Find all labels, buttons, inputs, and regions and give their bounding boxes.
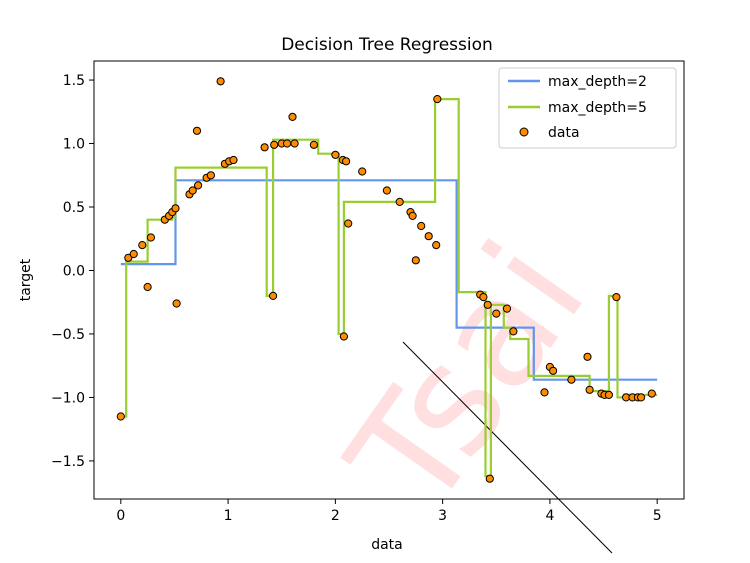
y-axis-label: target [18, 258, 34, 301]
legend-swatch-data [519, 127, 529, 137]
data-point [116, 412, 125, 421]
stray-diagonal-line [402, 341, 613, 554]
data-point [583, 352, 592, 361]
legend-label-depth5: max_depth=5 [548, 100, 647, 116]
data-point [143, 282, 152, 292]
data-point [283, 139, 292, 148]
data-point [339, 332, 348, 341]
data-point [206, 171, 215, 180]
data-point [485, 474, 494, 483]
x-tick-label: 2 [331, 508, 340, 524]
data-point [585, 385, 594, 394]
data-point [192, 126, 202, 135]
data-point [290, 139, 299, 148]
data-point [146, 233, 155, 242]
data-point [129, 249, 138, 259]
data-point [216, 77, 225, 86]
series-line-max-depth-2 [120, 179, 658, 381]
data-point [358, 167, 367, 176]
data-point [411, 256, 420, 265]
x-tick-label: 3 [438, 508, 447, 524]
data-point [382, 186, 391, 195]
data-point [492, 309, 501, 318]
data-point [288, 112, 297, 122]
data-point [171, 204, 180, 213]
data-point [344, 219, 353, 228]
data-point [567, 375, 576, 384]
data-point [549, 366, 558, 375]
data-point [502, 304, 512, 313]
data-point [612, 293, 621, 302]
data-point [637, 393, 646, 402]
y-tick-label: −1.5 [51, 454, 85, 470]
data-point [138, 241, 147, 250]
data-point [647, 389, 656, 398]
data-point [483, 300, 492, 309]
data-point [172, 299, 181, 308]
x-tick-label: 4 [545, 508, 554, 524]
axes-frame [93, 60, 685, 500]
data-point [417, 221, 426, 231]
data-point [540, 388, 549, 397]
y-axis: −1.5 −1.0 −0.5 0.0 0.5 1.0 1.5 [51, 73, 94, 470]
data-point [229, 155, 238, 165]
y-tick-label: 1.5 [63, 73, 85, 89]
data-point [408, 211, 417, 220]
x-tick-label: 0 [116, 508, 125, 524]
legend-label-data: data [548, 125, 580, 141]
legend-box [498, 67, 677, 149]
x-tick-label: 1 [224, 508, 233, 524]
data-point [424, 232, 433, 241]
x-axis: 0 1 2 3 4 5 [116, 499, 662, 524]
scatter-points-layer [116, 77, 656, 483]
plot-area [93, 60, 685, 500]
data-point [269, 291, 278, 300]
x-axis-label: data [371, 537, 403, 553]
y-tick-label: 0.5 [63, 200, 85, 216]
data-point [188, 186, 197, 195]
data-point [433, 95, 442, 104]
x-tick-label: 5 [653, 508, 662, 524]
y-tick-label: 0.0 [63, 263, 85, 279]
data-point [260, 143, 269, 152]
data-point [395, 197, 404, 206]
y-tick-label: −1.0 [51, 390, 85, 406]
data-point [270, 140, 279, 149]
legend: max_depth=2 max_depth=5 data [498, 67, 677, 149]
y-tick-label: 1.0 [63, 137, 85, 153]
data-point [432, 241, 441, 250]
legend-label-depth2: max_depth=2 [548, 74, 647, 90]
data-point [604, 390, 614, 399]
y-tick-label: −0.5 [51, 327, 85, 343]
data-point [124, 253, 133, 262]
data-point [194, 181, 203, 190]
data-point [342, 157, 351, 166]
chart-title: Decision Tree Regression [281, 35, 493, 55]
data-point [331, 150, 340, 159]
data-point [309, 140, 318, 149]
data-point [509, 327, 518, 336]
data-point [479, 293, 488, 302]
